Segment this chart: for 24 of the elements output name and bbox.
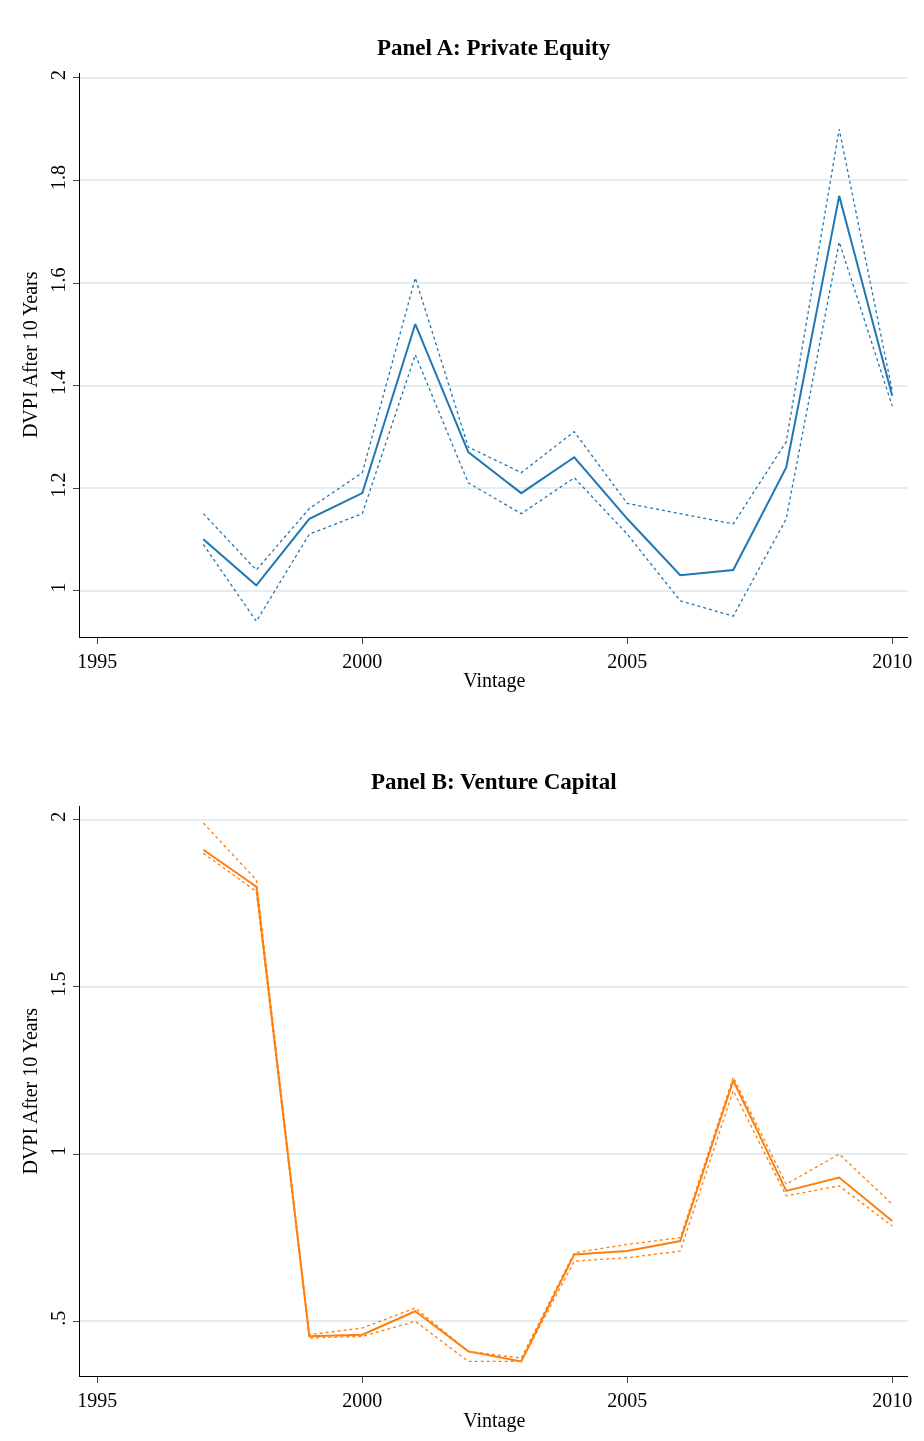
y-axis-title: DVPI After 10 Years [18,271,41,439]
x-tick-label: 2000 [342,649,383,672]
y-tick-label: 1.8 [47,164,70,190]
x-tick-label: 2005 [607,1389,648,1412]
x-tick-label: 2000 [342,1389,383,1412]
y-tick-label: 1 [47,582,70,593]
y-tick-label: 2 [47,69,70,80]
y-tick-label: 1.2 [47,472,70,498]
x-tick-label: 2010 [872,649,913,672]
x-tick-label: 1995 [77,649,118,672]
y-tick-label: 1 [47,1146,70,1157]
x-axis-title: Vintage [463,1408,526,1432]
x-tick-label: 1995 [77,1389,118,1412]
x-tick-label: 2005 [607,649,648,672]
y-tick-label: 2 [47,811,70,822]
y-tick-label: 1.6 [47,267,70,293]
x-tick-label: 2010 [872,1389,913,1412]
x-axis-title: Vintage [463,669,526,693]
y-tick-label: 1.5 [47,971,70,997]
y-tick-label: .5 [47,1310,70,1326]
chart-title: Panel A: Private Equity [377,35,611,60]
y-tick-label: 1.4 [47,370,70,396]
y-axis-title: DVPI After 10 Years [18,1007,41,1175]
chart-title: Panel B: Venture Capital [371,769,617,794]
